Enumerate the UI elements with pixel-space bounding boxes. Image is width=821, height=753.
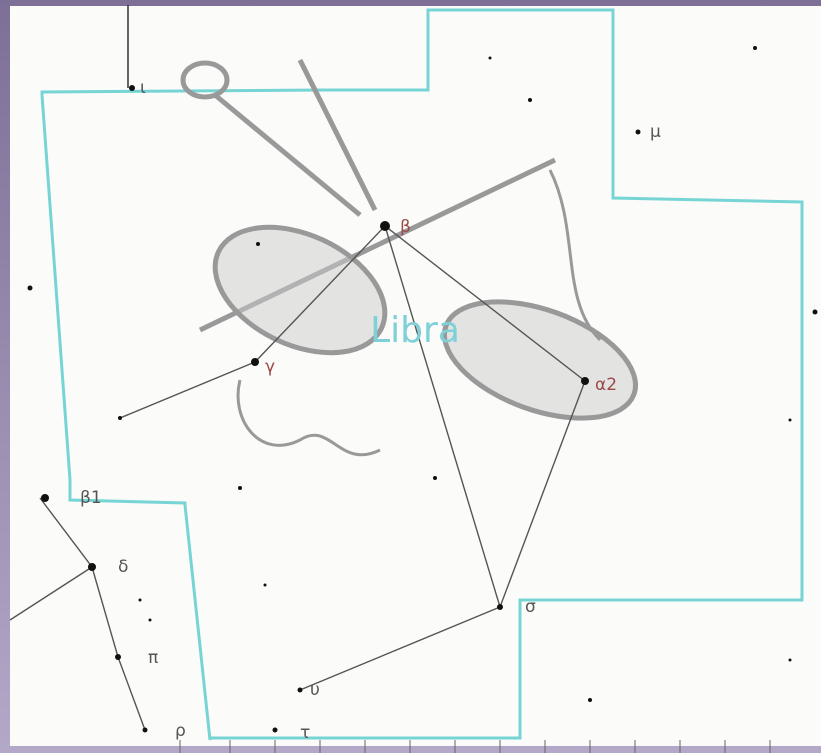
scales-illustration <box>180 58 639 457</box>
star-label: ρ <box>175 721 186 741</box>
map-area <box>10 6 821 746</box>
constellation-name: Libra <box>370 310 460 351</box>
star-label: α2 <box>595 375 617 395</box>
star-label: ι <box>140 78 146 98</box>
star-label: μ <box>650 122 661 142</box>
constellation-lines <box>9 225 586 731</box>
boundary <box>40 8 804 741</box>
star-label: σ <box>525 597 536 617</box>
bottom-ticks <box>179 740 771 753</box>
star-label: β <box>400 217 411 237</box>
star-label: υ <box>310 680 320 700</box>
star-label: β1 <box>80 488 102 508</box>
star-label: τ <box>300 723 310 743</box>
stars <box>27 46 818 733</box>
star-label: δ <box>118 557 128 577</box>
star-label: π <box>148 648 158 668</box>
star-label: γ <box>265 357 275 377</box>
